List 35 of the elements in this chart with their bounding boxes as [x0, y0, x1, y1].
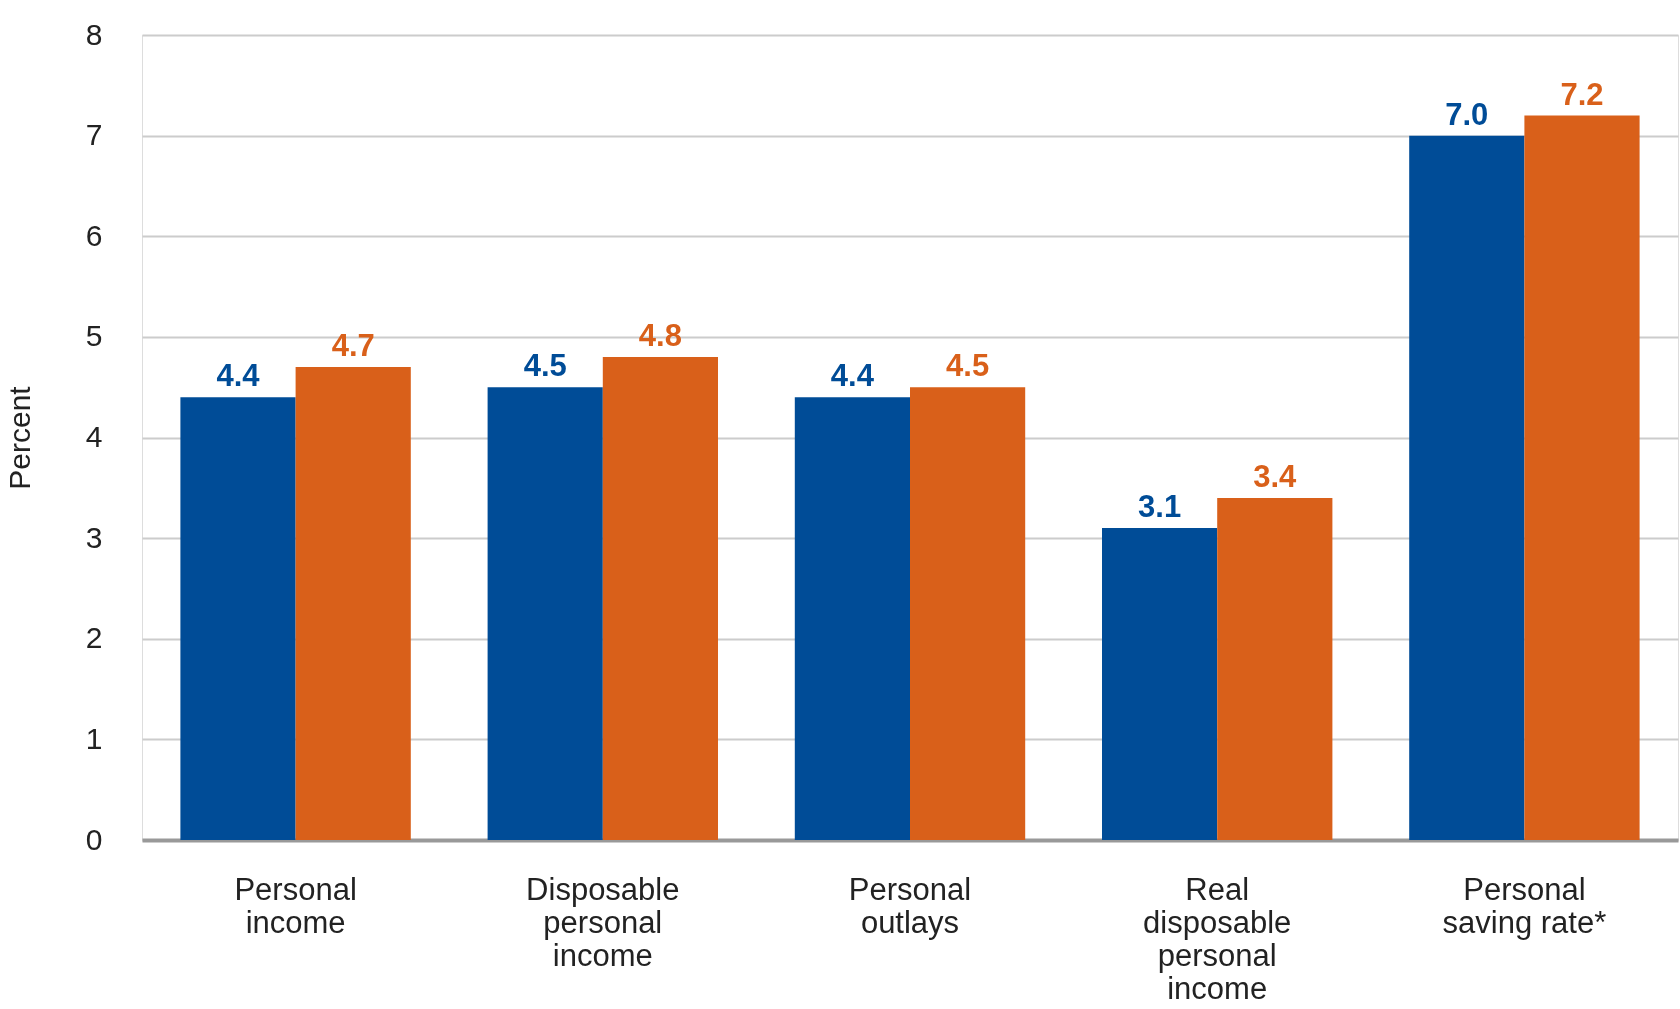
bar: [180, 397, 296, 840]
bar: [1524, 115, 1640, 840]
y-tick-label: 4: [85, 420, 103, 453]
y-tick-label: 6: [85, 218, 103, 252]
bar: [295, 367, 411, 840]
data-label: 3.1: [1138, 489, 1182, 525]
bar: [1409, 135, 1525, 840]
bar: [1217, 497, 1333, 840]
y-tick-label: 5: [85, 319, 103, 353]
data-label: 4.4: [216, 358, 261, 394]
bar: [487, 387, 603, 840]
y-tick-label: 2: [85, 621, 103, 655]
y-tick-label: 7: [85, 118, 103, 152]
bar: [910, 387, 1026, 840]
data-label: 4.5: [523, 348, 567, 384]
y-tick-label: 3: [85, 520, 103, 554]
x-tick-label: Real disposable personal income: [1143, 871, 1292, 1006]
x-tick-label: Personal saving rate*: [1442, 871, 1607, 940]
x-tick-label: Personal income: [234, 871, 357, 940]
x-tick-label: Personal outlays: [848, 871, 972, 940]
data-label: 4.7: [331, 328, 375, 364]
y-tick-label: 0: [85, 822, 103, 856]
data-label: 7.0: [1445, 96, 1489, 132]
data-label: 7.2: [1560, 76, 1604, 112]
data-label: 3.4: [1253, 458, 1298, 494]
data-label: 4.8: [638, 318, 682, 353]
y-tick-label: 1: [85, 721, 103, 755]
data-label: 4.5: [946, 348, 990, 384]
bar: [794, 397, 910, 840]
bar: [1102, 528, 1218, 840]
y-axis-title: Percent: [2, 385, 36, 490]
y-tick-label: 8: [85, 17, 103, 51]
data-label: 4.4: [830, 358, 875, 394]
x-tick-label: Disposable personal income: [526, 871, 680, 973]
bar: [602, 357, 718, 840]
